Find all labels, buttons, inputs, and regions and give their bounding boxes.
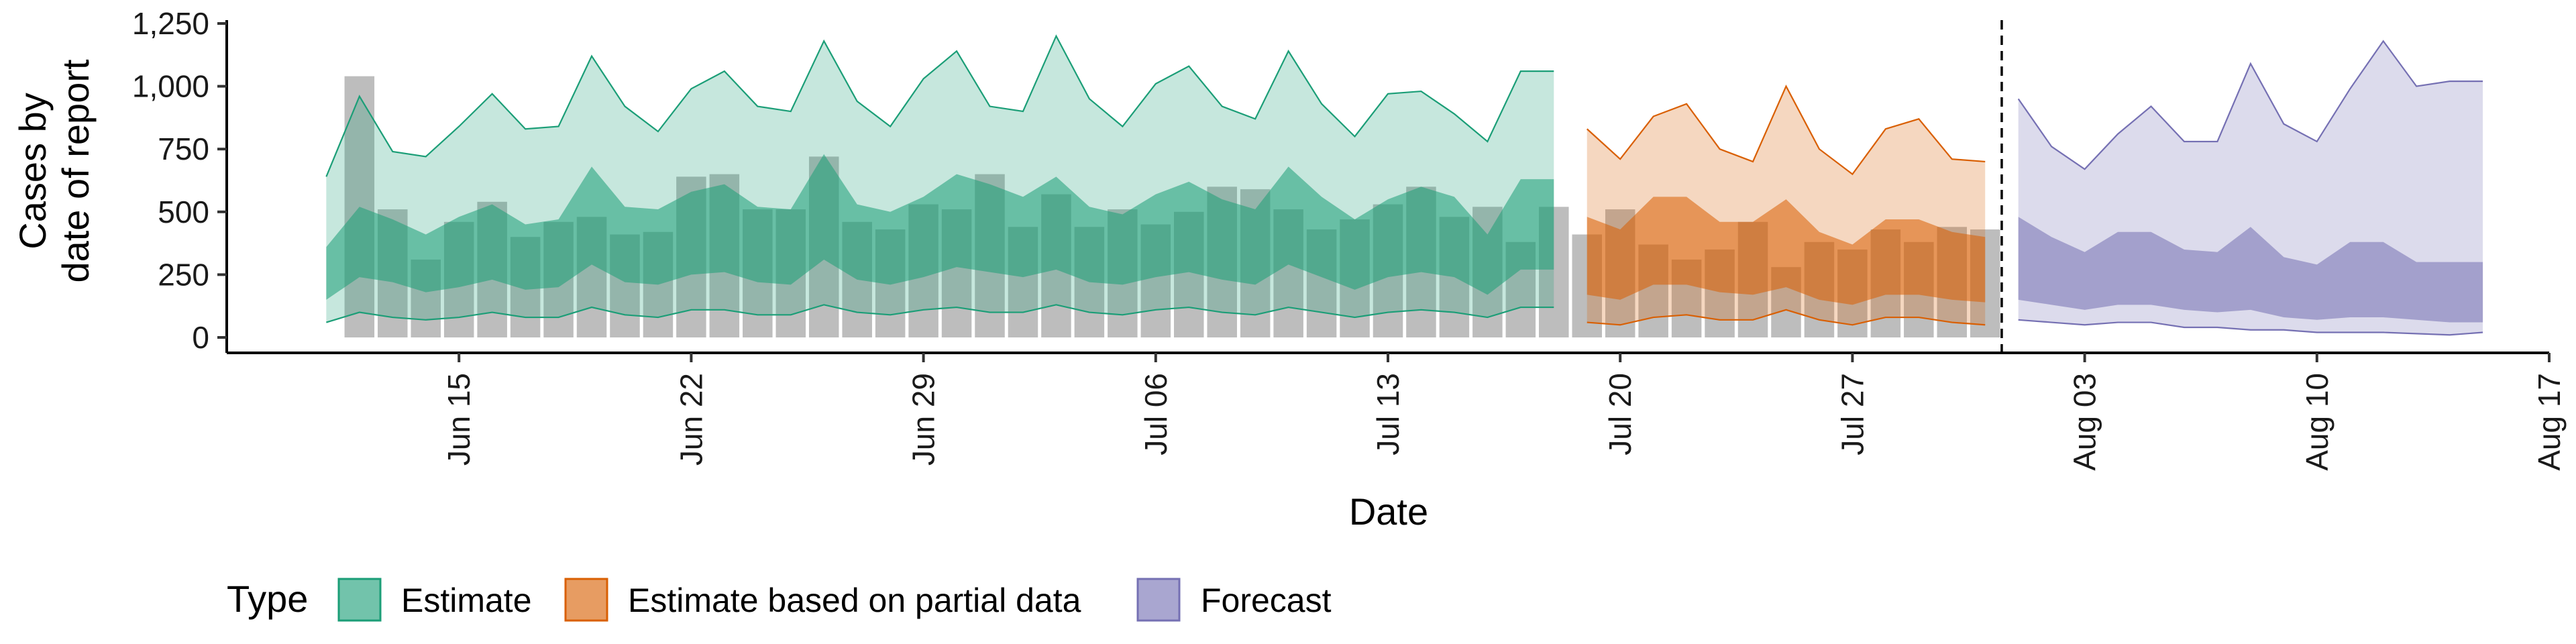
x-tick-label: Jun 29 <box>906 373 941 466</box>
legend-item-forecast: Forecast <box>1136 578 1332 622</box>
x-tick-label: Jul 27 <box>1835 373 1870 455</box>
x-tick-label: Jul 06 <box>1138 373 1173 455</box>
y-axis-title-line2: date of report <box>54 59 97 283</box>
estimate-lower-line <box>326 304 1554 323</box>
legend-title: Type <box>227 578 308 620</box>
series-forecast <box>2017 40 2483 336</box>
forecast-lower-line <box>2018 319 2483 336</box>
y-tick-label: 0 <box>192 320 209 355</box>
forecast-inner-band <box>2018 217 2483 323</box>
legend: Type Estimate Estimate based on partial … <box>227 578 1332 622</box>
partial-inner-band <box>1587 197 1986 305</box>
y-tick-label: 1,000 <box>132 69 209 104</box>
series-partial <box>1587 85 1986 326</box>
y-axis-title-line1: Cases by <box>11 93 54 249</box>
partial-upper-line <box>1587 85 1986 176</box>
forecast-upper-line <box>2017 40 2483 170</box>
series-estimate <box>325 34 1554 323</box>
y-tick-label: 750 <box>158 131 209 166</box>
legend-swatch-partial <box>564 578 608 622</box>
estimate-inner-band <box>326 154 1554 300</box>
legend-label-estimate: Estimate <box>401 582 532 619</box>
legend-label-forecast: Forecast <box>1201 582 1332 619</box>
estimate-upper-line <box>325 34 1554 177</box>
x-tick-label: Jul 13 <box>1371 373 1405 455</box>
partial-lower-line <box>1587 309 1986 326</box>
y-tick-label: 500 <box>158 195 209 229</box>
y-axis-title: Cases by date of report <box>11 59 97 283</box>
legend-swatch-estimate <box>337 578 382 622</box>
axes: 0 250 500 750 1,000 1,250 Jun 15 Jun 22 Jun 29 Ju… <box>132 6 2567 471</box>
x-axis-title: Date <box>1349 490 1428 533</box>
x-tick-label: Jun 22 <box>674 373 708 466</box>
x-tick-label: Aug 17 <box>2532 373 2567 471</box>
legend-item-partial: Estimate based on partial data <box>564 578 1081 622</box>
estimate-bands <box>325 34 2483 336</box>
legend-swatch-forecast <box>1136 578 1181 622</box>
legend-label-partial: Estimate based on partial data <box>628 582 1081 619</box>
x-tick-label: Jul 20 <box>1603 373 1638 455</box>
x-tick-label: Aug 03 <box>2068 373 2102 471</box>
y-tick-label: 1,250 <box>132 6 209 41</box>
y-tick-label: 250 <box>158 257 209 292</box>
legend-item-estimate: Estimate <box>337 578 532 622</box>
x-tick-label: Jun 15 <box>441 373 476 466</box>
x-tick-label: Aug 10 <box>2300 373 2334 471</box>
